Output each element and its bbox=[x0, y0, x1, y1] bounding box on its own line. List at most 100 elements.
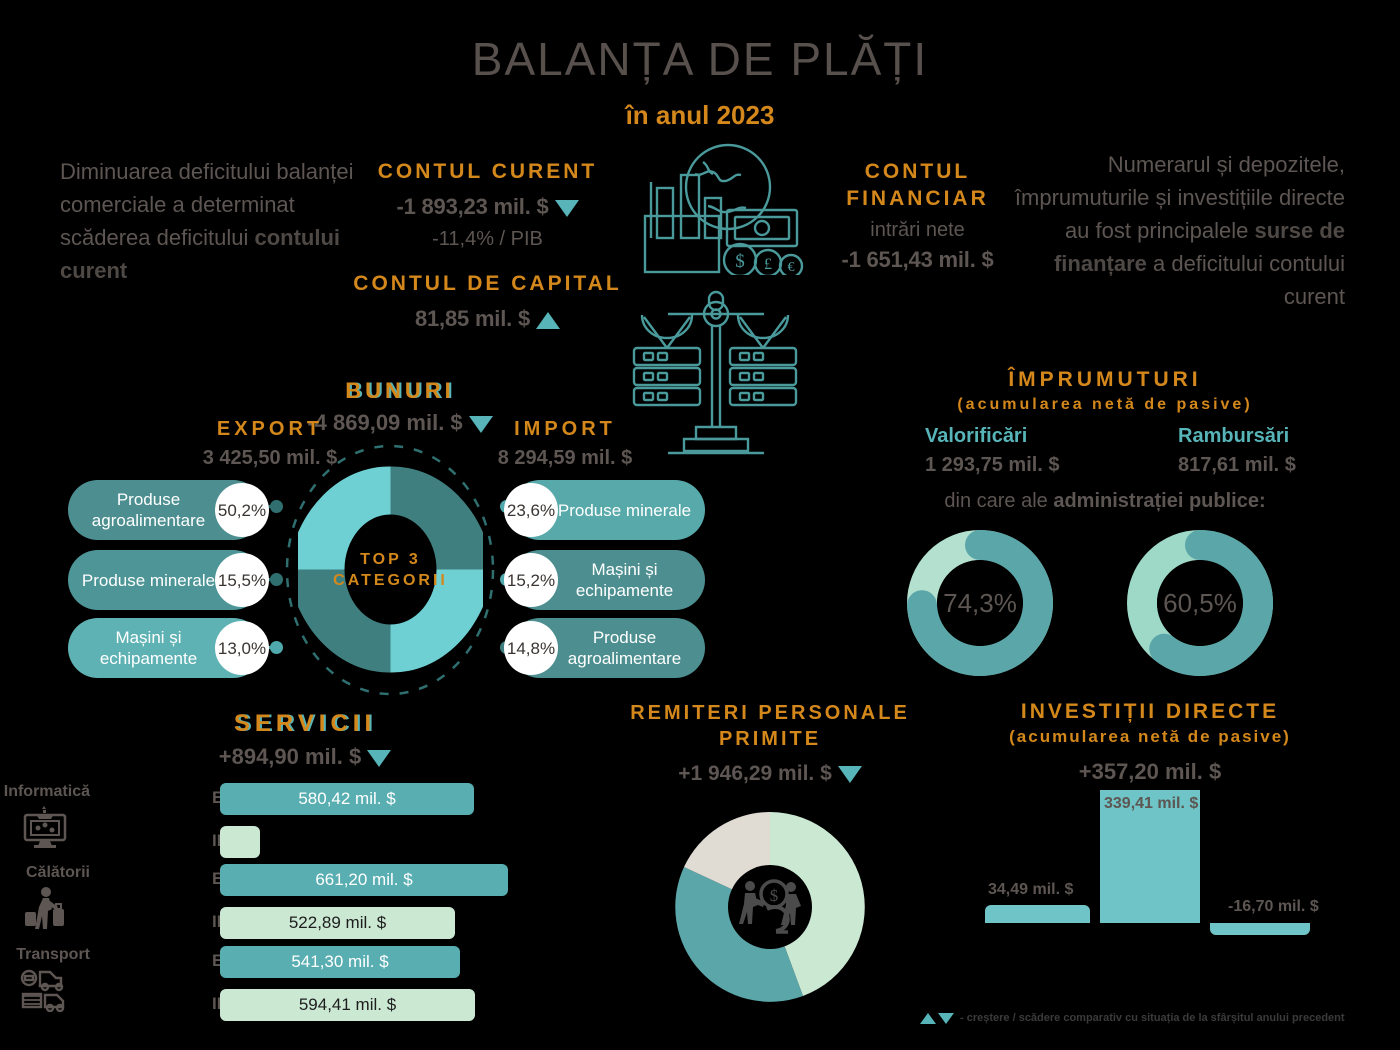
investments-bar-label-2: 339,41 mil. $ bbox=[1104, 795, 1199, 812]
export-category-share-2: 15,5% bbox=[215, 553, 269, 607]
investments-subtitle: (acumularea netă de pasive) bbox=[1009, 727, 1291, 746]
svg-text:£: £ bbox=[764, 256, 772, 273]
services-group-name: Transport bbox=[16, 946, 90, 963]
loans-drawings-share: 74,3% bbox=[937, 560, 1023, 646]
services-bar-im: 594,41 mil. $ bbox=[220, 989, 475, 1021]
loans-drawings-donut: 74,3% bbox=[905, 528, 1055, 678]
financial-account-value: -1 651,43 mil. $ bbox=[841, 247, 994, 272]
export-category-name-3: Mașini și echipamente bbox=[99, 628, 198, 668]
transport-icon bbox=[20, 968, 68, 1017]
loans-title: ÎMPRUMUTURI bbox=[1008, 368, 1202, 391]
financial-account-block: CONTUL FINANCIAR intrări nete -1 651,43 … bbox=[810, 158, 1025, 273]
current-account-gdp: -11,4% / PIB bbox=[432, 228, 543, 250]
trend-down-icon bbox=[367, 750, 392, 767]
loans-repayments-label: Rambursări bbox=[1178, 425, 1290, 447]
trend-up-icon bbox=[536, 312, 560, 329]
orbit-node bbox=[270, 573, 283, 586]
import-category-name-3: Produse agroalimentare bbox=[567, 628, 682, 668]
services-group-name: Informatică bbox=[3, 783, 90, 800]
orbit-node bbox=[270, 641, 283, 654]
import-category-share-2: 15,2% bbox=[504, 553, 558, 607]
trend-up-icon bbox=[920, 1012, 936, 1024]
footnote-text: - creștere / scădere comparativ cu situa… bbox=[960, 1012, 1345, 1024]
trend-down-icon bbox=[554, 200, 579, 217]
import-category-share-3: 14,8% bbox=[504, 621, 558, 675]
investments-bar-2 bbox=[1100, 790, 1200, 923]
export-category-name-1: Produse agroalimentare bbox=[91, 490, 206, 530]
investments-bar-3 bbox=[1210, 923, 1310, 935]
loans-repayments-donut: 60,5% bbox=[1125, 528, 1275, 678]
export-block: EXPORT 3 425,50 mil. $ bbox=[170, 418, 370, 470]
capital-account-value: 81,85 mil. $ bbox=[345, 306, 630, 332]
financial-account-title-1: CONTUL bbox=[864, 160, 971, 183]
top3-label-line2: CATEGORII bbox=[333, 571, 448, 589]
loans-public-admin-note: din care ale administrației publice: bbox=[944, 490, 1266, 512]
investments-bar-1 bbox=[985, 905, 1090, 923]
loans-drawings-value: 1 293,75 mil. $ bbox=[925, 454, 1060, 476]
services-value: +894,90 mil. $ bbox=[180, 744, 430, 770]
top3-label-line1: TOP 3 bbox=[360, 550, 421, 568]
trend-down-icon bbox=[468, 416, 493, 433]
top3-donut-chart: TOP 3 CATEGORII bbox=[287, 462, 494, 677]
balance-scale-illustration bbox=[612, 282, 817, 462]
export-category-pill-3[interactable]: Mașini și echipamente 13,0% bbox=[68, 618, 269, 678]
financial-account-title-2: FINANCIAR bbox=[846, 187, 989, 210]
services-amount: +894,90 mil. $ bbox=[218, 744, 362, 769]
loans-drawings-label: Valorificări bbox=[925, 425, 1028, 447]
orbit-node bbox=[270, 500, 283, 513]
export-category-name-2: Produse minerale bbox=[81, 570, 216, 590]
investments-block: INVESTIȚII DIRECTE (acumularea netă de p… bbox=[950, 700, 1350, 785]
remittances-value: +1 946,29 mil. $ bbox=[620, 762, 920, 786]
import-label: IMPORT bbox=[514, 418, 616, 440]
intro-text-left: Diminuarea deficitului balanței comercia… bbox=[60, 159, 354, 283]
global-economy-illustration: $ £ € bbox=[615, 140, 805, 280]
page-subtitle: în anul 2023 bbox=[625, 100, 775, 130]
loans-subtitle: (acumularea netă de pasive) bbox=[957, 396, 1253, 413]
export-label: EXPORT bbox=[216, 418, 324, 440]
import-category-name-1: Produse minerale bbox=[557, 500, 692, 520]
investments-bar-label-1: 34,49 mil. $ bbox=[988, 881, 1074, 898]
export-category-pill-1[interactable]: Produse agroalimentare 50,2% bbox=[68, 480, 269, 540]
export-category-pill-2[interactable]: Produse minerale 15,5% bbox=[68, 550, 269, 610]
goods-block: BUNURI -4 869,09 mil. $ bbox=[300, 378, 500, 436]
goods-amount: -4 869,09 mil. $ bbox=[307, 410, 463, 435]
current-account-title: CONTUL CURENT bbox=[377, 160, 598, 183]
import-category-name-2: Mașini și echipamente bbox=[575, 560, 674, 600]
capital-account-block: CONTUL DE CAPITAL 81,85 mil. $ bbox=[345, 272, 630, 332]
current-account-value: -1 893,23 mil. $ bbox=[355, 194, 620, 220]
import-category-pill-3[interactable]: 14,8% Produse agroalimentare bbox=[504, 618, 705, 678]
capital-account-amount: 81,85 mil. $ bbox=[414, 306, 530, 331]
current-account-amount: -1 893,23 mil. $ bbox=[396, 194, 549, 219]
services-title: SERVICII bbox=[233, 710, 377, 737]
trend-down-icon bbox=[938, 1012, 954, 1024]
remittances-donut-chart: $ bbox=[675, 812, 865, 1002]
remittances-money-icon: $ bbox=[728, 865, 812, 949]
investments-bar-label-3: -16,70 mil. $ bbox=[1228, 898, 1319, 915]
page-title: BALANȚA DE PLĂȚI bbox=[471, 33, 929, 85]
services-bar-im: 522,89 mil. $ bbox=[220, 907, 455, 939]
import-value: 8 294,59 mil. $ bbox=[497, 447, 633, 469]
services-block: SERVICII +894,90 mil. $ bbox=[180, 710, 430, 770]
svg-text:$: $ bbox=[770, 886, 779, 905]
current-account-block: CONTUL CURENT -1 893,23 mil. $ -11,4% / … bbox=[355, 160, 620, 251]
services-group-name: Călătorii bbox=[25, 864, 90, 881]
financial-account-subtitle: intrări nete bbox=[870, 219, 965, 241]
loans-block: ÎMPRUMUTURI (acumularea netă de pasive) bbox=[880, 368, 1330, 414]
services-bar-im bbox=[220, 826, 260, 858]
remittances-title-1: REMITERI PERSONALE bbox=[630, 702, 910, 724]
svg-text:€: € bbox=[788, 260, 795, 275]
capital-account-title: CONTUL DE CAPITAL bbox=[353, 272, 622, 295]
services-bar-ex: 541,30 mil. $ bbox=[220, 946, 460, 978]
import-category-pill-1[interactable]: 23,6% Produse minerale bbox=[504, 480, 705, 540]
trend-down-icon bbox=[837, 766, 862, 783]
computer-icon bbox=[22, 805, 68, 854]
top3-center-label: TOP 3 CATEGORII bbox=[298, 462, 483, 677]
footnote: - creștere / scădere comparativ cu situa… bbox=[920, 1012, 1345, 1024]
loans-drawings-block: Valorificări 1 293,75 mil. $ bbox=[925, 425, 1060, 477]
investments-title: INVESTIȚII DIRECTE bbox=[1020, 700, 1280, 723]
orbit-decoration bbox=[285, 444, 495, 696]
import-block: IMPORT 8 294,59 mil. $ bbox=[465, 418, 665, 470]
import-category-pill-2[interactable]: 15,2% Mașini și echipamente bbox=[504, 550, 705, 610]
traveler-icon bbox=[22, 886, 68, 935]
goods-value: -4 869,09 mil. $ bbox=[300, 410, 500, 436]
